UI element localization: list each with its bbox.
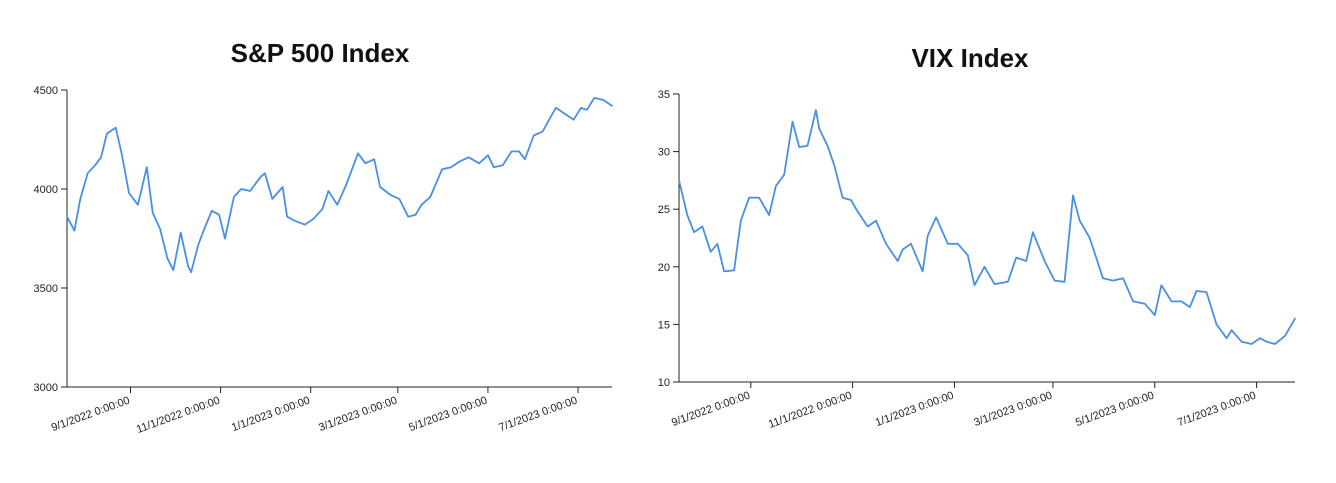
vix-x-tick-label: 7/1/2023 0:00:00 [1176, 390, 1258, 430]
sp500-x-tick-label: 5/1/2023 0:00:00 [407, 395, 489, 435]
vix-chart: VIX Index 10 15 20 25 30 35 9/1/2022 0:00:00 11/… [658, 43, 1296, 431]
vix-x-tick-label: 1/1/2023 0:00:00 [874, 390, 956, 430]
vix-series-line [678, 109, 1296, 345]
vix-y-tick-label: 25 [658, 204, 670, 216]
sp500-x-tick-label: 1/1/2023 0:00:00 [230, 395, 312, 435]
sp500-series-line [66, 97, 613, 274]
vix-x-tick-label: 11/1/2022 0:00:00 [767, 390, 854, 431]
sp500-y-tick-label: 3500 [34, 283, 58, 295]
vix-x-tick-label: 9/1/2022 0:00:00 [670, 390, 752, 430]
vix-y-tick-label: 20 [658, 262, 670, 274]
vix-x-tick-label: 3/1/2023 0:00:00 [972, 390, 1054, 430]
sp500-y-tick-label: 4000 [34, 184, 58, 196]
vix-y-tick-label: 30 [658, 147, 670, 159]
vix-chart-title: VIX Index [911, 43, 1029, 73]
sp500-y-tick-label: 3000 [34, 382, 58, 394]
sp500-x-tick-label: 3/1/2023 0:00:00 [317, 395, 399, 435]
sp500-chart-title: S&P 500 Index [231, 38, 410, 68]
sp500-x-tick-label: 7/1/2023 0:00:00 [497, 395, 579, 435]
sp500-y-tick-label: 4500 [34, 85, 58, 97]
vix-x-tick-label: 5/1/2023 0:00:00 [1074, 390, 1156, 430]
sp500-x-tick-label: 11/1/2022 0:00:00 [135, 395, 222, 436]
sp500-chart: S&P 500 Index 3000 3500 4000 4500 9/1/2022 0:… [34, 38, 613, 436]
vix-y-tick-label: 10 [658, 377, 670, 389]
sp500-x-tick-label: 9/1/2022 0:00:00 [50, 395, 132, 435]
vix-y-tick-label: 35 [658, 89, 670, 101]
vix-y-tick-label: 15 [658, 319, 670, 331]
